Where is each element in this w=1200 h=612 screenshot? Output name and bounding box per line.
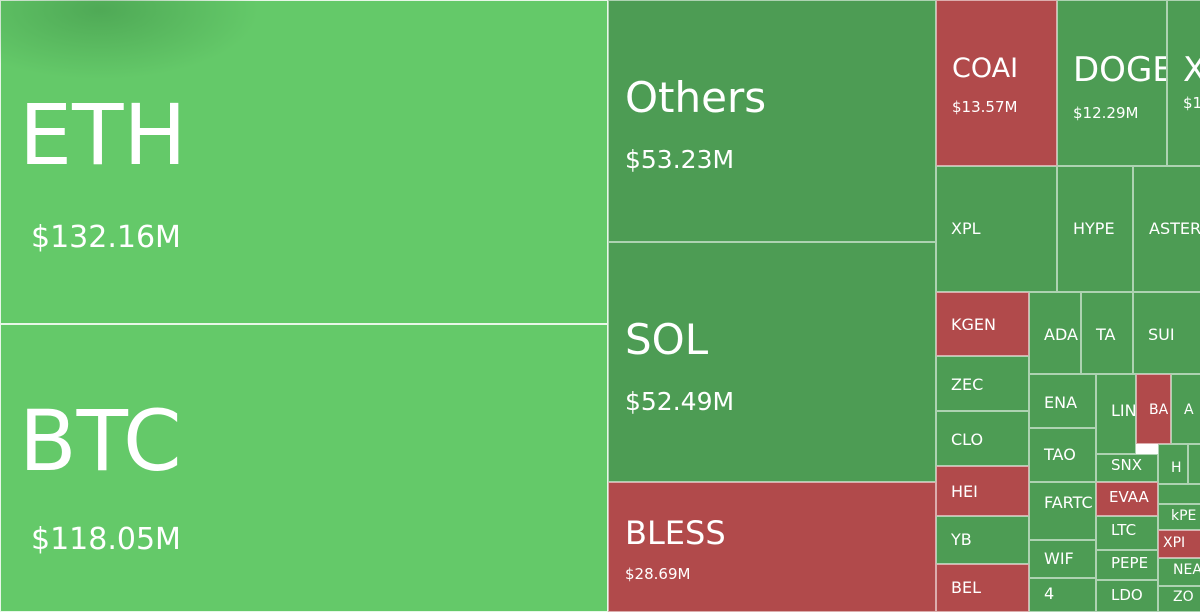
tile-label: EVAA <box>1109 488 1149 506</box>
tile-lin-18[interactable]: LIN <box>1096 374 1136 454</box>
tile-coai-5[interactable]: COAI $13.57M <box>936 0 1057 166</box>
tile-label: HYPE <box>1073 219 1115 238</box>
tile-btc-1[interactable]: BTC $118.05M <box>0 324 608 612</box>
tile-label: CLO <box>951 430 984 449</box>
tile-ena-17[interactable]: ENA <box>1029 374 1096 428</box>
tile-label: XPI <box>1163 535 1186 551</box>
tile-label: ZEC <box>951 375 984 394</box>
tile-label: SNX <box>1111 456 1143 474</box>
tile-ba-19[interactable]: BA <box>1136 374 1171 444</box>
tile-label: TAO <box>1044 445 1076 464</box>
tile-xpl-8[interactable]: XPL <box>936 166 1057 292</box>
tile-label: ENA <box>1044 393 1078 412</box>
tile-x-7[interactable]: X $1 <box>1167 0 1200 166</box>
tile-nea-36[interactable]: NEA <box>1158 558 1200 586</box>
tile-label: KGEN <box>951 315 996 334</box>
tile-label: H <box>1171 460 1182 476</box>
tile-value: $118.05M <box>31 522 181 557</box>
tile-xpi-34[interactable]: XPI <box>1158 530 1200 558</box>
tile-label: XPL <box>951 219 981 238</box>
tile-label: YB <box>951 530 972 549</box>
tile-label: ADA <box>1044 325 1078 344</box>
tile-label: ETH <box>19 86 187 184</box>
tile-ldo-39[interactable]: LDO <box>1096 580 1158 612</box>
tile-zec-16[interactable]: ZEC <box>936 356 1029 411</box>
tile-sui-14[interactable]: SUI <box>1133 292 1200 374</box>
tile-ada-12[interactable]: ADA <box>1029 292 1081 374</box>
tile-label: BLESS <box>625 514 726 552</box>
tile-value: $53.23M <box>625 145 735 174</box>
tile-label: BA <box>1149 402 1169 418</box>
tile-ltc-33[interactable]: LTC <box>1096 516 1158 550</box>
tile-snx-23[interactable]: SNX <box>1096 454 1158 482</box>
tile-label: SOL <box>625 315 709 364</box>
tile-value: $132.16M <box>31 220 181 255</box>
tile-4-38[interactable]: 4 <box>1029 578 1096 612</box>
tile-others-2[interactable]: Others $53.23M <box>608 0 936 242</box>
tile-label: BEL <box>951 578 981 597</box>
tile-label: HEI <box>951 482 978 501</box>
tile-label: 4 <box>1044 584 1055 603</box>
tile-label: NEA <box>1173 562 1200 578</box>
tile-label: A <box>1184 402 1194 418</box>
tile-label: LTC <box>1111 521 1137 539</box>
tile-label: Others <box>625 73 767 122</box>
tile-label: FARTC <box>1044 493 1093 512</box>
tile-label: SUI <box>1148 325 1175 344</box>
tile-hype-9[interactable]: HYPE <box>1057 166 1133 292</box>
tile-doge-6[interactable]: DOGE $12.29M <box>1057 0 1167 166</box>
tile-h-24[interactable]: H <box>1158 444 1188 484</box>
tile-wif-32[interactable]: WIF <box>1029 540 1096 578</box>
tile-clo-21[interactable]: CLO <box>936 411 1029 466</box>
tile-label: WIF <box>1044 549 1074 568</box>
tile-value: $13.57M <box>952 98 1018 116</box>
tile-a-20[interactable]: A <box>1171 374 1200 444</box>
tile-zo-40[interactable]: ZO <box>1158 586 1200 612</box>
tile-kpe-30[interactable]: kPE <box>1158 504 1200 530</box>
tile-value: $52.49M <box>625 387 735 416</box>
tile-blank-25[interactable] <box>1188 444 1200 484</box>
tile-blank-29[interactable] <box>1158 484 1200 504</box>
tile-label: DOGE <box>1073 50 1167 90</box>
tile-label: X <box>1183 53 1200 87</box>
tile-value: $28.69M <box>625 565 691 583</box>
tile-bel-37[interactable]: BEL <box>936 564 1029 612</box>
tile-bless-4[interactable]: BLESS $28.69M <box>608 482 936 612</box>
tile-label: BTC <box>19 392 182 490</box>
tile-label: TA <box>1096 325 1116 344</box>
tile-sol-3[interactable]: SOL $52.49M <box>608 242 936 482</box>
tile-label: PEPE <box>1111 554 1149 572</box>
tile-label: ZO <box>1173 589 1194 605</box>
tile-value: $1 <box>1183 94 1200 112</box>
tile-eth-0[interactable]: ETH $132.16M <box>0 0 608 324</box>
tile-label: COAI <box>952 53 1019 84</box>
tile-pepe-35[interactable]: PEPE <box>1096 550 1158 580</box>
tile-label: LIN <box>1111 401 1136 420</box>
tile-hei-26[interactable]: HEI <box>936 466 1029 516</box>
tile-value: $12.29M <box>1073 104 1139 122</box>
tile-evaa-28[interactable]: EVAA <box>1096 482 1158 516</box>
tile-label: ASTER <box>1149 219 1200 238</box>
tile-yb-31[interactable]: YB <box>936 516 1029 564</box>
tile-label: kPE <box>1171 508 1197 524</box>
tile-kgen-11[interactable]: KGEN <box>936 292 1029 356</box>
tile-fartc-27[interactable]: FARTC <box>1029 482 1096 540</box>
tile-aster-10[interactable]: ASTER <box>1133 166 1200 292</box>
tile-label: LDO <box>1111 586 1143 604</box>
tile-tao-22[interactable]: TAO <box>1029 428 1096 482</box>
tile-ta-13[interactable]: TA <box>1081 292 1133 374</box>
